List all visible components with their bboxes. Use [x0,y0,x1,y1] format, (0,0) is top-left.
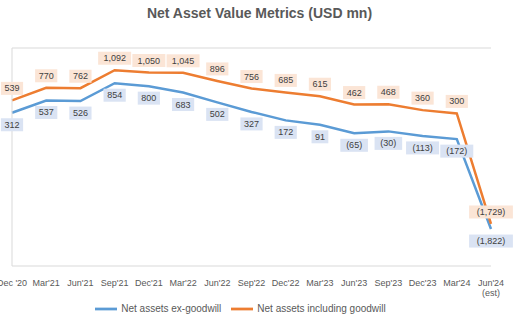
svg-text:Jun'21: Jun'21 [67,278,93,288]
svg-text:Sep'21: Sep'21 [101,278,129,288]
svg-text:(172): (172) [446,146,467,156]
svg-text:Jun'23: Jun'23 [341,278,367,288]
svg-text:(113): (113) [412,143,432,153]
svg-text:Dec '20: Dec '20 [8,278,27,288]
svg-text:537: 537 [39,107,54,117]
svg-text:756: 756 [244,72,259,82]
svg-text:(1,822): (1,822) [477,236,506,246]
svg-text:462: 462 [347,88,362,98]
svg-text:Sep'23: Sep'23 [374,278,402,288]
svg-text:Sep'22: Sep'22 [238,278,266,288]
svg-text:1,045: 1,045 [172,56,195,66]
svg-text:1,092: 1,092 [103,53,126,63]
svg-text:Jun'22: Jun'22 [204,278,230,288]
html-text:Net Asset Value Metrics (USD m: Net Asset Value Metrics (USD mn) [146,5,372,21]
svg-text:(1,729): (1,729) [477,207,506,217]
svg-text:Mar'21: Mar'21 [33,278,60,288]
svg-text:800: 800 [141,93,156,103]
svg-text:468: 468 [381,87,396,97]
svg-text:Mar'23: Mar'23 [306,278,333,288]
svg-text:Dec'23: Dec'23 [409,278,437,288]
svg-text:Dec'21: Dec'21 [135,278,163,288]
svg-text:91: 91 [315,132,325,142]
svg-text:502: 502 [210,109,225,119]
svg-text:(30): (30) [380,138,396,148]
svg-text:854: 854 [107,90,122,100]
html-text:Net assets ex-goodwill: Net assets ex-goodwill [121,302,222,314]
svg-text:Mar'22: Mar'22 [169,278,196,288]
svg-text:Dec'22: Dec'22 [272,278,300,288]
svg-text:896: 896 [210,64,225,74]
svg-text:685: 685 [278,75,293,85]
svg-text:172: 172 [278,127,293,137]
svg-text:762: 762 [73,71,88,81]
svg-text:1,050: 1,050 [138,56,161,66]
svg-text:615: 615 [312,79,327,89]
svg-text:360: 360 [415,93,430,103]
svg-text:(65): (65) [346,140,362,150]
svg-text:Jun'24(est): Jun'24(est) [478,278,504,298]
svg-text:683: 683 [176,100,191,110]
svg-text:312: 312 [8,120,20,130]
svg-text:Mar'24: Mar'24 [443,278,470,288]
svg-text:539: 539 [8,83,20,93]
svg-text:327: 327 [244,119,259,129]
html-text:Net assets including goodwill: Net assets including goodwill [257,302,386,314]
svg-text:300: 300 [449,96,464,106]
svg-text:770: 770 [39,71,54,81]
svg-text:526: 526 [73,108,88,118]
